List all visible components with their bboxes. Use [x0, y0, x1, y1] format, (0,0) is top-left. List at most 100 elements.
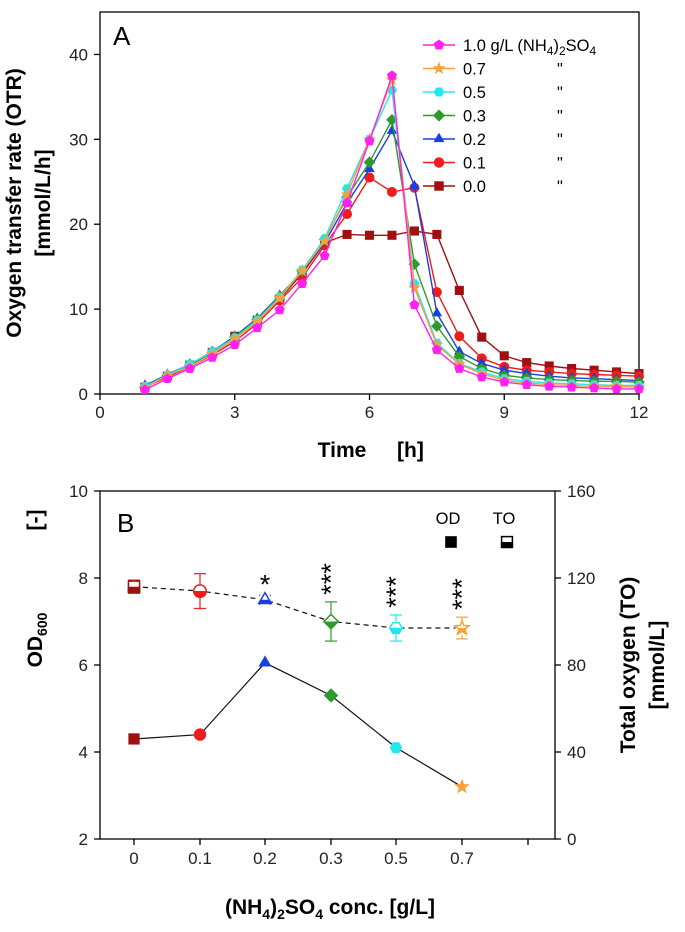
a-data-point [139, 384, 150, 395]
panel-b-y-left-label: OD600 [24, 612, 50, 667]
b-legend-od-marker [445, 536, 457, 548]
b-od-point [454, 778, 470, 794]
a-data-point [274, 304, 285, 315]
a-legend-ditto: " [557, 155, 563, 173]
panel-b-x-label: (NH4)2SO4 conc. [g/L] [225, 896, 435, 922]
panel-b-letter: B [117, 508, 134, 538]
a-legend-ditto: " [557, 84, 563, 102]
a-legend-marker [434, 181, 444, 191]
a-x-tick-label: 0 [95, 403, 104, 422]
a-legend-ditto: " [557, 131, 563, 149]
a-data-point [295, 264, 309, 277]
a-data-point [319, 250, 330, 260]
panel-a-x-ticks: 0 3 6 9 12 [95, 394, 648, 422]
a-data-point [566, 381, 577, 392]
a-legend-ditto: " [557, 108, 563, 126]
panel-a-y-ticks: 0 10 20 30 40 [69, 45, 100, 404]
b-od-point [193, 728, 207, 741]
a-legend-marker [433, 39, 445, 50]
a-data-point [364, 172, 375, 183]
a-x-tick-label: 3 [230, 403, 239, 422]
b-legend-to-label: TO [493, 510, 516, 528]
a-data-point [476, 371, 487, 382]
xlabel-sub-3: 4 [315, 906, 323, 922]
b-y-right-tick-label: 120 [567, 569, 595, 588]
xlabel-part-c: SO [285, 896, 315, 919]
b-legend-od-label: OD [436, 510, 461, 528]
a-series-line [144, 230, 640, 388]
panel-b-y-right-unit: [mmol/L] [646, 621, 669, 710]
b-y-right-tick-label: 0 [567, 830, 576, 849]
a-y-tick-label: 30 [69, 130, 88, 149]
panel-a-series [138, 70, 646, 395]
panel-a-letter: A [113, 21, 131, 51]
b-to-point-fill [193, 591, 207, 598]
legend-sub: 2 [559, 44, 566, 58]
legend-part: SO [566, 37, 590, 55]
a-data-point [521, 379, 532, 389]
a-legend-marker [432, 61, 446, 75]
panel-b-series: * *** *** *** [127, 563, 477, 794]
a-legend-label: 0.1 [463, 155, 486, 173]
a-data-point [611, 383, 622, 394]
a-data-point [386, 186, 397, 197]
panel-b-legend: OD TO [436, 510, 516, 549]
a-data-point [364, 135, 375, 146]
b-x-tick-label: 0.3 [319, 849, 343, 868]
a-data-point [431, 287, 442, 298]
b-od-point [258, 655, 272, 667]
b-x-tick-label: 0.5 [384, 849, 408, 868]
b-to-line [133, 586, 462, 629]
a-data-point [544, 381, 555, 391]
a-data-point [341, 197, 353, 208]
a-data-point [408, 281, 421, 294]
b-x-tick-label: 0 [129, 849, 138, 868]
b-y-right-tick-label: 80 [567, 656, 586, 675]
a-data-point [454, 363, 465, 373]
a-data-point [229, 339, 240, 350]
a-data-point [386, 70, 398, 80]
a-data-point [431, 307, 443, 317]
a-data-point [387, 230, 397, 240]
legend-part: 1.0 g/L (NH [463, 37, 547, 55]
a-legend-item: 0.5 " [423, 84, 563, 102]
a-series-1.0 g/L [139, 70, 645, 395]
panel-b-y-left-ticks: 2 4 6 8 10 [69, 482, 100, 849]
xlabel-part-d: conc. [g/L] [323, 896, 435, 919]
a-data-point [633, 383, 645, 394]
xlabel-sub-2: 2 [277, 906, 285, 922]
a-legend-marker [433, 132, 445, 143]
legend-part: ) [553, 37, 559, 55]
a-series-0.0 [140, 226, 644, 392]
xlabel-sub-1: 4 [262, 906, 270, 922]
a-data-point [431, 344, 442, 355]
a-x-tick-label: 9 [500, 403, 509, 422]
b-to-point-fill [257, 599, 273, 605]
b-y-right-tick-label: 160 [567, 482, 595, 501]
b-y-left-tick-label: 2 [79, 830, 88, 849]
a-data-point [409, 299, 420, 310]
a-data-point [207, 352, 218, 362]
a-data-point [477, 332, 487, 342]
a-data-point [409, 179, 420, 190]
panel-b-y-left-unit: [-] [24, 510, 47, 531]
b-y-left-tick-label: 10 [69, 482, 88, 501]
b-y-left-tick-label: 4 [79, 743, 88, 762]
xlabel-part-a: (NH [225, 896, 262, 919]
a-data-point [589, 382, 600, 393]
a-x-tick-label: 12 [630, 403, 649, 422]
b-od-point [389, 742, 403, 754]
xlabel-part-b: ) [270, 896, 277, 919]
a-data-point [184, 363, 195, 373]
a-legend-item: 0.3 " [423, 108, 563, 126]
a-data-point [252, 322, 263, 333]
od-label-main: OD [24, 636, 47, 668]
b-to-point-fill [127, 586, 141, 594]
a-legend-marker [432, 109, 446, 122]
a-y-tick-label: 20 [69, 215, 88, 234]
a-legend-label: 0.0 [463, 178, 486, 196]
panel-a-x-unit: [h] [397, 439, 424, 462]
